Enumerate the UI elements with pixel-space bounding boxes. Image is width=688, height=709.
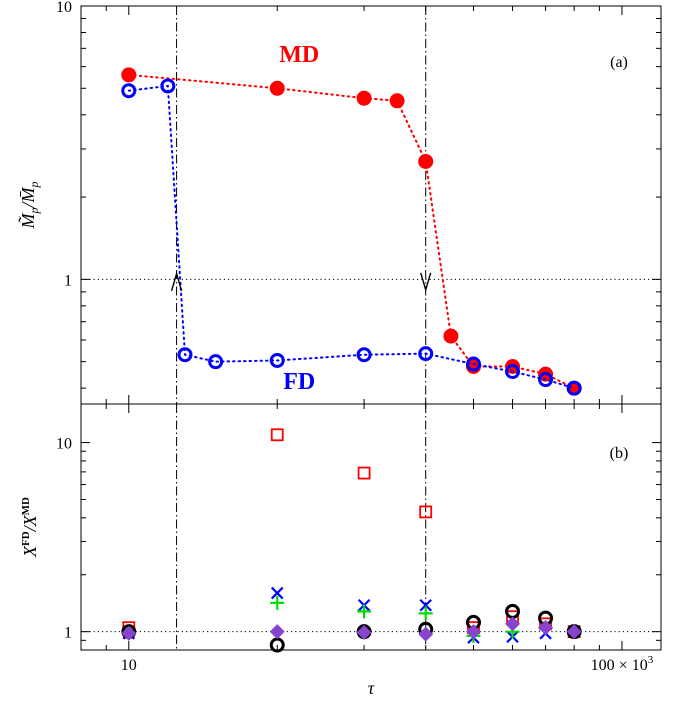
data-point [443, 328, 459, 344]
series-fd [121, 78, 582, 396]
data-point [418, 626, 434, 642]
data-point [177, 347, 193, 363]
data-point [465, 356, 481, 372]
series-filled-diamond-4 [121, 616, 582, 642]
data-point [505, 364, 521, 380]
panel-b: 10 100 × 103 1 10 (b) XFD/XMD τ [20, 403, 662, 698]
data-point [356, 347, 372, 363]
panel-tag: (b) [610, 445, 629, 462]
data-point [418, 346, 434, 362]
y-tick-label: 1 [64, 272, 72, 289]
data-point [270, 586, 284, 600]
series-md [121, 67, 582, 396]
data-point [419, 505, 433, 519]
y-axis-title: M̃p/M̄p [18, 182, 41, 230]
transition-arrow-up [170, 271, 183, 291]
data-point [270, 595, 285, 610]
data-point [269, 352, 285, 368]
x-axis-title: τ [368, 678, 375, 698]
data-point [160, 78, 176, 94]
y-axis-title: XFD/XMD [20, 497, 40, 558]
panel-a: 1 10 (a) MD FD M̃p/M̄p [18, 0, 662, 405]
data-point [357, 466, 371, 480]
data-point [121, 83, 137, 99]
y-tick-label: 10 [56, 0, 72, 16]
y-tick-label: 1 [64, 625, 72, 642]
data-point [121, 67, 137, 83]
panel-tag: (a) [610, 54, 628, 71]
axes-frame [80, 403, 662, 651]
axes-frame [80, 5, 662, 405]
data-point [356, 90, 372, 106]
data-point [465, 624, 481, 640]
data-point [505, 616, 521, 632]
transition-arrow-down [420, 272, 432, 293]
data-point [389, 93, 405, 109]
data-point [208, 354, 224, 370]
y-tick-label: 10 [56, 436, 72, 453]
series-cross-1 [122, 586, 581, 644]
data-point [566, 624, 582, 640]
x-tick-label: 100 × 103 [591, 654, 654, 674]
series-line [127, 84, 576, 390]
data-point [269, 624, 285, 640]
data-point [269, 80, 285, 96]
series-label-fd: FD [283, 369, 315, 395]
data-point [356, 625, 372, 641]
data-point [538, 372, 554, 388]
data-point [418, 606, 433, 621]
data-point [121, 625, 137, 641]
series-line [127, 73, 576, 390]
data-point [270, 428, 284, 442]
data-point [419, 598, 432, 612]
data-point [538, 620, 554, 636]
data-point [418, 153, 434, 169]
series-label-md: MD [279, 42, 319, 68]
x-tick-label: 10 [121, 657, 137, 674]
data-point [566, 380, 582, 396]
data-point [357, 604, 372, 619]
